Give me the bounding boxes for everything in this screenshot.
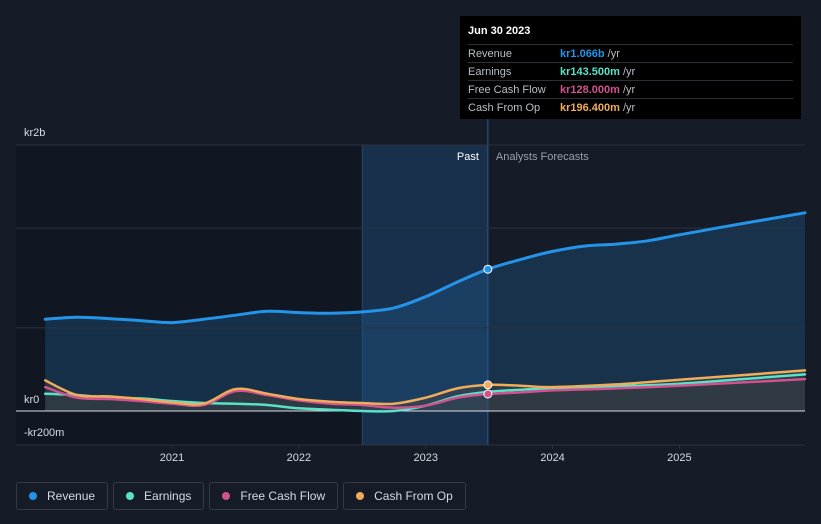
legend-item-earnings[interactable]: Earnings (113, 482, 205, 510)
cash-from-op-marker (483, 380, 493, 390)
tooltip-row-earnings: Earnings kr143.500m /yr (468, 62, 793, 80)
tooltip-unit: /yr (622, 83, 636, 96)
y-axis-label: kr2b (24, 127, 45, 139)
revenue-area (45, 212, 806, 411)
free-cash-flow-marker (483, 389, 493, 399)
cash-from-op-area (45, 370, 806, 411)
past-label: Past (457, 151, 479, 163)
x-tick-label: 2025 (667, 452, 691, 464)
tooltip-row-cash-from-op: Cash From Op kr196.400m /yr (468, 98, 793, 116)
tooltip-row-free-cash-flow: Free Cash Flow kr128.000m /yr (468, 80, 793, 98)
legend-label: Free Cash Flow (240, 489, 326, 503)
legend-item-cash-from-op[interactable]: Cash From Op (343, 482, 466, 510)
free-cash-flow-line (43, 377, 807, 409)
revenue-dot-icon (29, 492, 37, 500)
tooltip-unit: /yr (622, 65, 636, 78)
free-cash-flow-dot-icon (222, 492, 231, 500)
tooltip-value: kr1.066b (560, 47, 605, 60)
y-axis-label: -kr200m (24, 427, 64, 439)
tooltip-value: kr143.500m (560, 65, 620, 78)
revenue-line (43, 211, 807, 325)
earnings-dot-icon (126, 492, 135, 500)
y-axis-label: kr0 (24, 394, 39, 406)
tooltip-row-revenue: Revenue kr1.066b /yr (468, 44, 793, 62)
tooltip-label: Cash From Op (468, 101, 541, 114)
cash-from-op-line (43, 369, 807, 406)
tooltip-label: Earnings (468, 65, 512, 78)
tooltip-unit: /yr (622, 101, 636, 114)
x-tick-label: 2021 (160, 452, 184, 464)
cash-from-op-dot-icon (356, 492, 365, 500)
tooltip-label: Revenue (468, 47, 513, 60)
legend-item-revenue[interactable]: Revenue (16, 482, 109, 510)
data-tooltip: Jun 30 2023 Revenue kr1.066b /yr Earning… (460, 16, 801, 119)
x-tick-label: 2023 (413, 452, 437, 464)
legend-label: Earnings (144, 489, 192, 503)
forecast-label: Analysts Forecasts (496, 151, 589, 163)
tooltip-unit: /yr (607, 47, 620, 60)
revenue-marker (483, 264, 493, 274)
chart-legend: Revenue Earnings Free Cash Flow Cash Fro… (16, 482, 466, 510)
x-tick-label: 2022 (287, 452, 311, 464)
tooltip-value: kr128.000m (560, 83, 620, 96)
legend-item-free-cash-flow[interactable]: Free Cash Flow (209, 482, 339, 510)
legend-label: Cash From Op (374, 489, 453, 503)
x-tick-label: 2024 (540, 452, 564, 464)
legend-label: Revenue (47, 489, 96, 503)
tooltip-value: kr196.400m (560, 101, 620, 114)
tooltip-label: Free Cash Flow (468, 83, 546, 96)
tooltip-date: Jun 30 2023 (468, 25, 531, 37)
